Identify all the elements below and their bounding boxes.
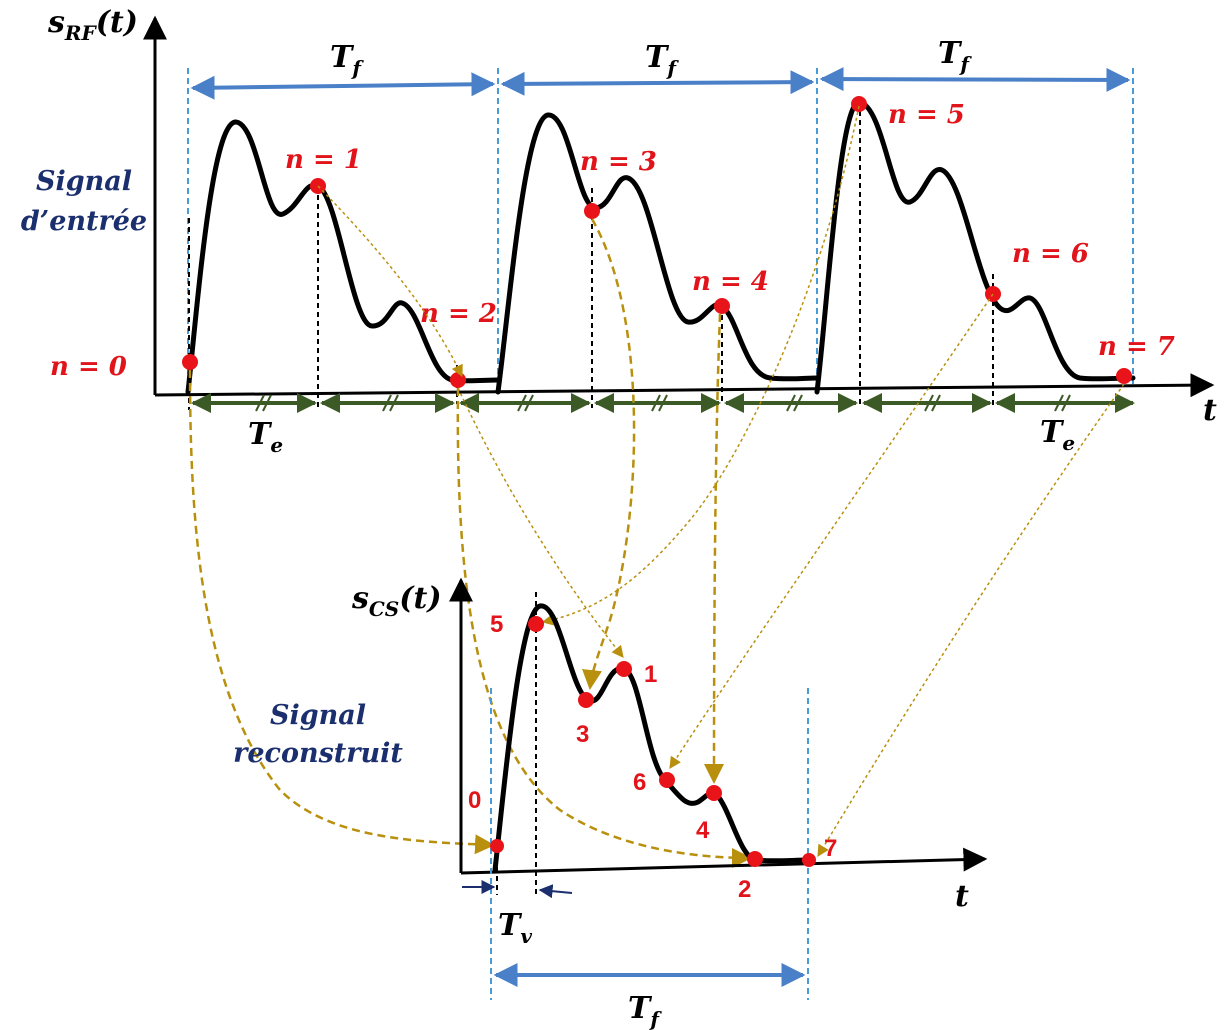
frame-period-label-2: Tf — [645, 40, 679, 80]
frame-period-arrows — [190, 67, 1131, 100]
reconstructed-signal-plot: sCS(t) t Tf Tv 5 — [233, 577, 988, 1030]
frame-boundaries — [187, 68, 1134, 395]
sample-label-n7: n = 7 — [1098, 332, 1175, 362]
frame-period-label-1: Tf — [330, 40, 364, 80]
input-signal-curve — [185, 99, 1136, 395]
sample-label-n2: n = 2 — [420, 299, 497, 329]
reconstructed-label-6: 6 — [633, 769, 646, 796]
reconstructed-label-3: 3 — [576, 721, 589, 748]
top-x-axis-label: t — [1203, 393, 1217, 428]
sample-label-n5: n = 5 — [888, 100, 965, 130]
virtual-period-label: Tv — [498, 908, 532, 948]
reconstructed-frame-period-label: Tf — [628, 991, 662, 1030]
frame-period-label-3: Tf — [938, 36, 972, 76]
output-signal-label-line1: Signal — [270, 700, 366, 731]
reconstructed-label-5: 5 — [490, 611, 503, 638]
top-y-axis-label: sRF(t) — [47, 5, 138, 45]
reconstructed-label-4: 4 — [696, 817, 710, 844]
input-signal-label-line2: d’entrée — [21, 206, 147, 237]
sample-label-n6: n = 6 — [1012, 239, 1089, 269]
sample-label-n4: n = 4 — [692, 267, 769, 297]
equal-interval-ticks — [255, 394, 1071, 412]
sample-label-n3: n = 3 — [580, 147, 657, 177]
reconstructed-label-7: 7 — [824, 835, 837, 862]
bottom-x-axis — [460, 847, 988, 875]
sample-mapping-arrows — [188, 105, 1125, 868]
reconstructed-label-2: 2 — [738, 876, 751, 903]
reconstructed-label-0: 0 — [468, 787, 481, 814]
reconstructed-label-1: 1 — [644, 661, 657, 688]
input-sample-dots — [182, 96, 1132, 388]
input-signal-plot: sRF(t) t Tf Tf Tf — [21, 5, 1217, 457]
sample-label-n0: n = 0 — [50, 352, 127, 382]
sample-label-n1: n = 1 — [285, 145, 362, 175]
reconstructed-signal-curve — [492, 603, 812, 873]
sample-period-label-1: Te — [248, 417, 283, 457]
sample-period-label-2: Te — [1040, 415, 1075, 455]
output-signal-label-line2: reconstruit — [233, 738, 403, 769]
input-signal-label-line1: Signal — [36, 166, 132, 197]
top-x-axis — [154, 373, 1215, 398]
virtual-period-arrow-right — [538, 884, 573, 899]
bottom-y-axis-label: sCS(t) — [351, 581, 442, 621]
bottom-x-axis-label: t — [955, 879, 969, 914]
reconstructed-sample-dots — [490, 616, 816, 867]
